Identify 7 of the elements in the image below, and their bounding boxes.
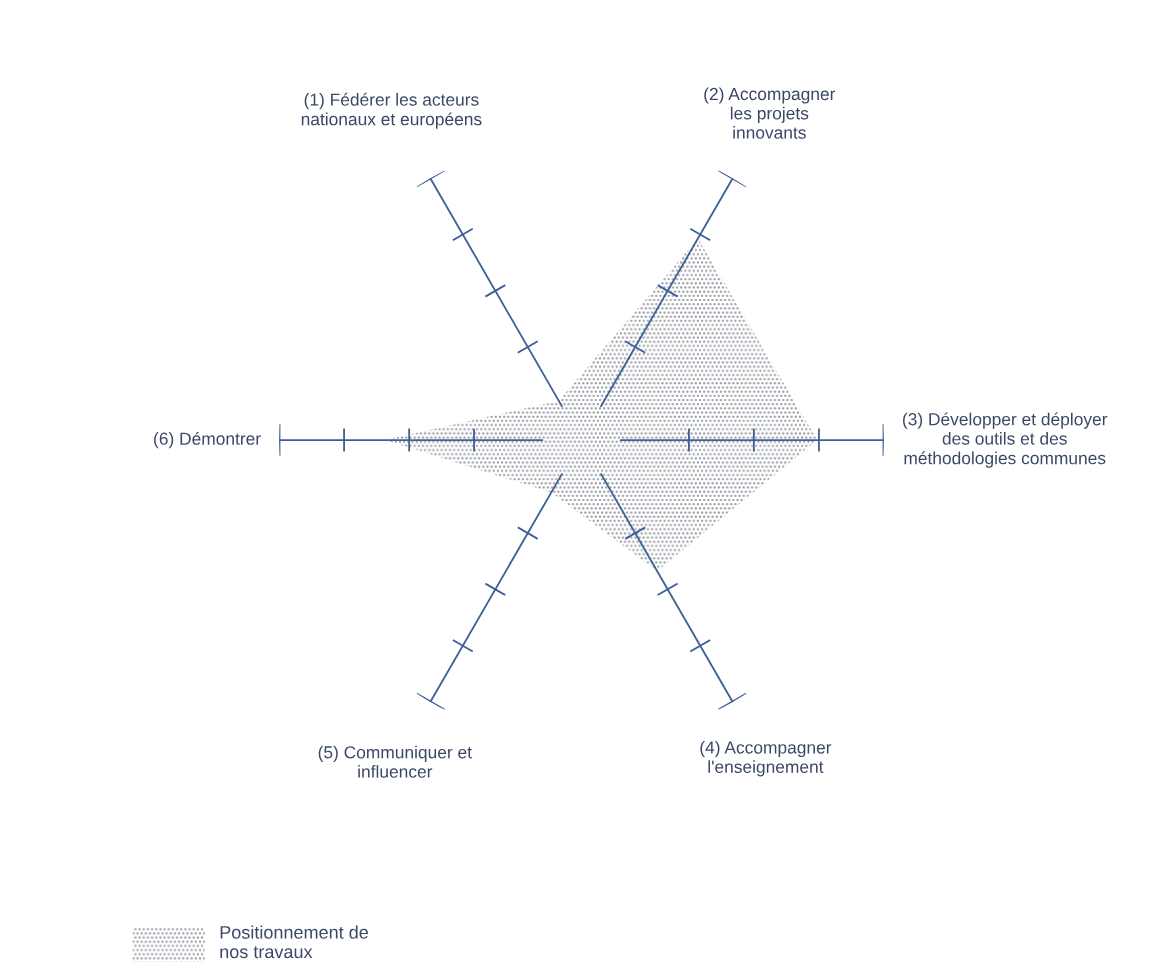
spoke-label: (3) Développer et déployer des outils et des méthodologies communes <box>903 412 1108 468</box>
spoke-label: (2) Accompagner les projets innovants <box>704 87 836 139</box>
legend-label: Positionnement de nos travaux <box>220 925 368 959</box>
spoke-label: (5) Communiquer et influencer <box>318 745 472 778</box>
spoke-label: (6) Démontrer <box>154 431 261 449</box>
spoke-label: (4) Accompagner l'enseignement <box>700 740 832 777</box>
spoke-label: (1) Fédérer les acteurs nationaux et européens <box>301 92 482 129</box>
